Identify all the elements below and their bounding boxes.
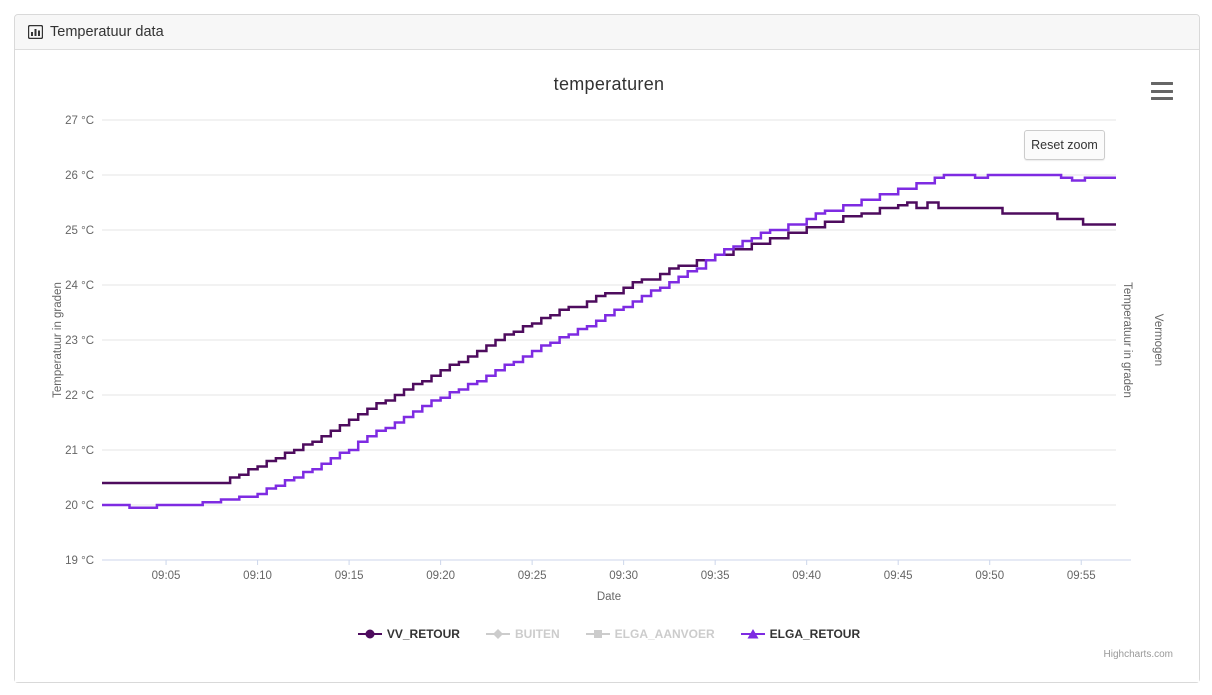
card-header: Temperatuur data xyxy=(15,15,1199,50)
y-tick-label: 20 °C xyxy=(65,500,94,512)
x-tick-label: 09:30 xyxy=(609,570,638,582)
x-tick-label: 09:10 xyxy=(243,570,272,582)
x-tick-label: 09:35 xyxy=(701,570,730,582)
legend-item-vv_retour[interactable]: VV_RETOUR xyxy=(357,627,460,641)
x-tick-label: 09:50 xyxy=(975,570,1004,582)
y-axis-title-right: Temperatuur in graden xyxy=(1121,282,1133,398)
legend-label: BUITEN xyxy=(514,627,560,641)
highcharts-credits[interactable]: Highcharts.com xyxy=(1103,649,1173,660)
y-tick-label: 25 °C xyxy=(65,225,94,237)
x-tick-label: 09:40 xyxy=(792,570,821,582)
y-tick-label: 27 °C xyxy=(65,115,94,127)
legend-item-elga_aanvoer[interactable]: ELGA_AANVOER xyxy=(585,627,715,641)
temperature-data-card: Temperatuur data temperaturen Reset zoom… xyxy=(14,14,1200,683)
card-title: Temperatuur data xyxy=(50,24,164,40)
diamond-marker-icon xyxy=(485,629,510,639)
y-axis-title-left: Temperatuur in graden xyxy=(52,282,64,398)
bar-chart-icon xyxy=(28,25,43,39)
legend-label: ELGA_AANVOER xyxy=(614,627,715,641)
triangle-marker-icon xyxy=(740,629,765,639)
x-tick-label: 09:20 xyxy=(426,570,455,582)
series-line-vv_retour[interactable] xyxy=(102,201,1116,485)
circle-marker-icon xyxy=(357,629,382,639)
y-tick-label: 22 °C xyxy=(65,390,94,402)
square-marker-icon xyxy=(585,630,610,638)
y-tick-label: 19 °C xyxy=(65,555,94,567)
x-tick-label: 09:55 xyxy=(1067,570,1096,582)
y-tick-label: 21 °C xyxy=(65,445,94,457)
legend-label: ELGA_RETOUR xyxy=(769,627,861,641)
legend-item-buiten[interactable]: BUITEN xyxy=(485,627,560,641)
reset-zoom-button[interactable]: Reset zoom xyxy=(1024,130,1105,160)
x-tick-label: 09:25 xyxy=(518,570,547,582)
y-tick-label: 23 °C xyxy=(65,335,94,347)
y-axis-title-vermogen: Vermogen xyxy=(1152,313,1164,367)
y-tick-label: 24 °C xyxy=(65,280,94,292)
x-axis-title: Date xyxy=(596,591,622,603)
x-tick-label: 09:15 xyxy=(335,570,364,582)
chart-title: temperaturen xyxy=(553,74,665,94)
plot-area[interactable]: 19 °C 20 °C 21 °C 22 °C 23 °C 24 °C 25 °C 26 °C… xyxy=(15,50,1197,680)
legend-label: VV_RETOUR xyxy=(386,627,460,641)
legend-item-elga_retour[interactable]: ELGA_RETOUR xyxy=(740,627,861,641)
hamburger-menu-icon[interactable] xyxy=(1151,81,1173,101)
y-tick-label: 26 °C xyxy=(65,170,94,182)
x-tick-label: 09:05 xyxy=(152,570,181,582)
chart-container: temperaturen Reset zoom 19 °C 20 °C 21 °C 2… xyxy=(15,50,1199,682)
x-tick-label: 09:45 xyxy=(884,570,913,582)
series-line-elga_retour[interactable] xyxy=(102,173,1116,510)
legend: VV_RETOUR BUITEN ELGA_AANVOER ELGA_RETOUR xyxy=(102,627,1116,641)
